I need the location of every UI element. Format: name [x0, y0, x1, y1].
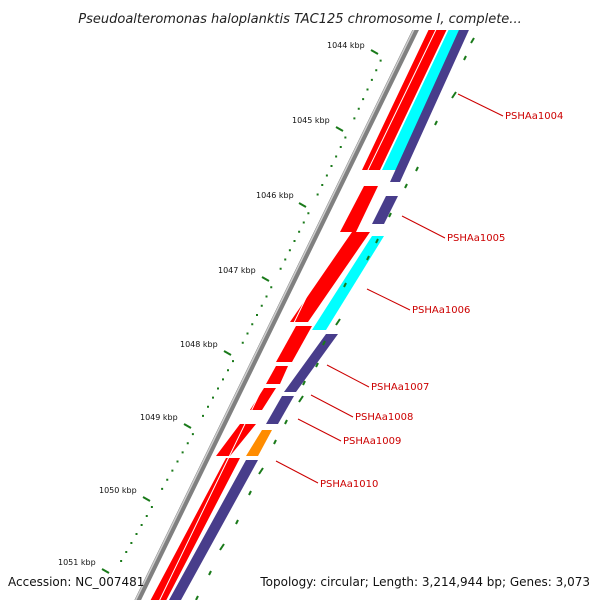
ruler-dot: [379, 59, 382, 62]
ruler-dot: [335, 155, 338, 158]
ruler-major-tick: [298, 202, 307, 208]
ruler-dot: [357, 107, 360, 110]
gene-label[interactable]: PSHAa1005: [447, 233, 505, 244]
ruler-label: 1051 kbp: [58, 558, 96, 567]
ruler-dot: [246, 332, 249, 335]
ruler-dot: [370, 78, 373, 81]
ruler-dot: [176, 460, 179, 463]
ruler-dot: [325, 174, 328, 177]
gene-arrow: [276, 326, 312, 362]
ruler-dot: [265, 295, 268, 298]
ruler-dot: [256, 314, 258, 316]
ruler-major-tick: [223, 350, 232, 356]
gene-labels: PSHAa1004 PSHAa1005 PSHAa1006 PSHAa1007 …: [320, 111, 563, 490]
ruler-dot: [241, 341, 244, 344]
map-title: Pseudoalteromonas haloplanktis TAC125 ch…: [78, 12, 521, 27]
ruler-major-tick: [335, 126, 344, 132]
gene-label[interactable]: PSHAa1007: [371, 382, 429, 393]
ruler-dot: [288, 249, 291, 252]
ruler-dot: [171, 469, 174, 472]
ruler-dot: [321, 184, 324, 186]
ruler-dot: [353, 117, 356, 120]
ruler-dot: [222, 378, 224, 381]
inner-tick-track: [195, 37, 475, 600]
ruler-dot: [227, 369, 229, 372]
cds-track-reverse: [169, 30, 469, 600]
ruler-dot: [330, 165, 333, 167]
ruler-dot: [284, 258, 287, 261]
ruler-dot: [366, 88, 369, 91]
gene-label[interactable]: PSHAa1006: [412, 305, 470, 316]
ruler-dot: [212, 396, 214, 399]
summary-text: Topology: circular; Length: 3,214,944 bp…: [259, 575, 590, 589]
ruler-major-tick: [370, 49, 379, 55]
gene-arrow: [290, 232, 370, 322]
ruler-dot: [251, 323, 254, 326]
gene-arrow: [250, 388, 276, 410]
orange-gene: [246, 430, 272, 456]
gene-label[interactable]: PSHAa1010: [320, 479, 378, 490]
ruler-label: 1048 kbp: [180, 340, 218, 349]
ruler-dot: [293, 240, 296, 242]
ruler-major-tick: [101, 568, 110, 574]
gene-label[interactable]: PSHAa1008: [355, 412, 413, 423]
gene-arrow: [362, 30, 447, 170]
ruler-dot: [279, 267, 282, 270]
ruler-dot: [232, 360, 234, 363]
cds-track-forward: [150, 30, 447, 600]
ruler-dot: [217, 387, 219, 390]
ruler-dot: [302, 221, 305, 224]
ruler-dot: [344, 136, 347, 139]
ruler-dot: [307, 212, 310, 215]
gene-arrow: [266, 366, 288, 384]
ruler-dot: [191, 433, 194, 436]
ruler-dot: [181, 451, 184, 454]
ruler-dot: [186, 442, 189, 445]
ruler-label: 1044 kbp: [327, 41, 365, 50]
ruler-dot: [298, 230, 301, 233]
ruler-labels: 1044 kbp 1045 kbp 1046 kbp 1047 kbp 1048…: [58, 41, 365, 567]
ruler-dot: [120, 560, 123, 562]
ruler-dot: [207, 405, 209, 408]
backbone-track: [134, 30, 419, 600]
ruler-dot: [161, 487, 164, 490]
ruler-dot: [135, 533, 138, 535]
ruler-label: 1049 kbp: [140, 413, 178, 422]
gene-label[interactable]: PSHAa1004: [505, 111, 563, 122]
callout-lines: [275, 93, 504, 484]
ruler-dot: [260, 304, 263, 307]
ruler-label: 1045 kbp: [292, 116, 330, 125]
ruler-label: 1047 kbp: [218, 266, 256, 275]
ruler-ticks: [101, 49, 382, 574]
ruler-dot: [140, 524, 143, 526]
ruler-dot: [316, 193, 319, 196]
ruler-dot: [130, 542, 133, 544]
ruler-dot: [125, 551, 128, 553]
ruler-label: 1050 kbp: [99, 486, 137, 495]
ruler-dot: [150, 506, 153, 508]
ruler-label: 1046 kbp: [256, 191, 294, 200]
ruler-major-tick: [261, 276, 270, 282]
ruler-major-tick: [142, 496, 151, 502]
ruler-dot: [145, 515, 148, 517]
gene-arrow: [340, 186, 378, 232]
gene-arrow: [150, 458, 240, 600]
ruler-dot: [202, 414, 204, 417]
gene-label[interactable]: PSHAa1009: [343, 436, 401, 447]
ruler-dot: [375, 69, 378, 72]
accession-text: Accession: NC_007481: [8, 575, 144, 589]
ruler-dot: [270, 286, 273, 289]
gene-arrow: [216, 424, 256, 456]
ruler-major-tick: [183, 423, 192, 429]
rna-track: [312, 30, 463, 330]
ruler-dot: [339, 146, 342, 148]
ruler-dot: [362, 98, 365, 101]
ruler-dot: [166, 478, 169, 481]
